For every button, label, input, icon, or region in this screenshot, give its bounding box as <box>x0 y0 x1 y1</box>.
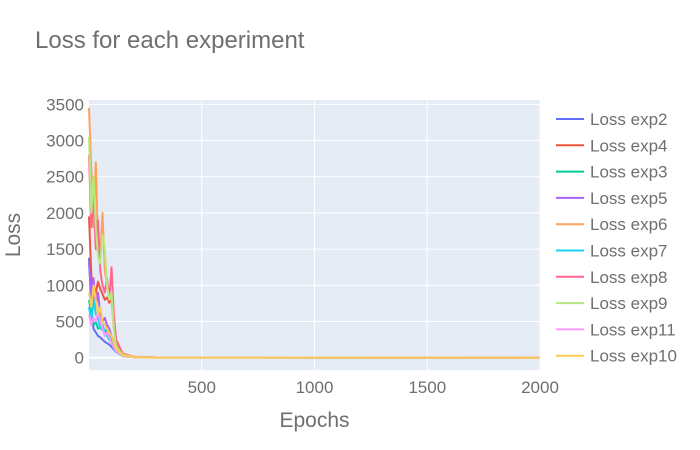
legend-label: Loss exp4 <box>590 136 668 155</box>
legend: Loss exp2 Loss exp4 Loss exp3 Loss exp5 Loss… <box>556 110 677 366</box>
legend-item[interactable]: Loss exp5 <box>556 189 668 208</box>
legend-label: Loss exp2 <box>590 110 668 129</box>
legend-label: Loss exp11 <box>590 320 676 339</box>
legend-label: Loss exp8 <box>590 268 668 287</box>
legend-item[interactable]: Loss exp8 <box>556 268 668 287</box>
x-tick-label: 500 <box>188 378 216 397</box>
legend-item[interactable]: Loss exp2 <box>556 110 668 129</box>
legend-item[interactable]: Loss exp11 <box>556 320 676 339</box>
legend-item[interactable]: Loss exp7 <box>556 242 668 261</box>
x-tick-labels: 500 1000 1500 2000 <box>188 378 559 397</box>
legend-label: Loss exp5 <box>590 189 668 208</box>
y-tick-label: 1000 <box>46 276 84 295</box>
legend-label: Loss exp6 <box>590 215 668 234</box>
x-axis-title: Epochs <box>279 409 349 432</box>
legend-item[interactable]: Loss exp9 <box>556 294 668 313</box>
y-tick-label: 1500 <box>46 240 84 259</box>
legend-item[interactable]: Loss exp4 <box>556 136 668 155</box>
legend-item[interactable]: Loss exp3 <box>556 163 668 182</box>
y-tick-label: 500 <box>56 313 84 332</box>
chart-title: Loss for each experiment <box>35 27 305 54</box>
x-tick-label: 2000 <box>521 378 559 397</box>
legend-label: Loss exp10 <box>590 347 677 366</box>
x-tick-label: 1000 <box>296 378 334 397</box>
legend-label: Loss exp7 <box>590 242 668 261</box>
y-tick-label: 0 <box>75 349 84 368</box>
legend-item[interactable]: Loss exp6 <box>556 215 668 234</box>
series-lines <box>88 107 541 359</box>
series-line <box>88 284 541 359</box>
legend-item[interactable]: Loss exp10 <box>556 347 677 366</box>
y-tick-label: 3500 <box>46 95 84 114</box>
x-tick-label: 1500 <box>408 378 446 397</box>
y-tick-label: 3000 <box>46 132 84 151</box>
legend-label: Loss exp3 <box>590 163 668 182</box>
y-tick-labels: 0 500 1000 1500 2000 2500 3000 3500 <box>46 95 84 367</box>
y-tick-label: 2000 <box>46 204 84 223</box>
legend-label: Loss exp9 <box>590 294 668 313</box>
y-axis-title: Loss <box>2 213 25 257</box>
y-tick-label: 2500 <box>46 168 84 187</box>
